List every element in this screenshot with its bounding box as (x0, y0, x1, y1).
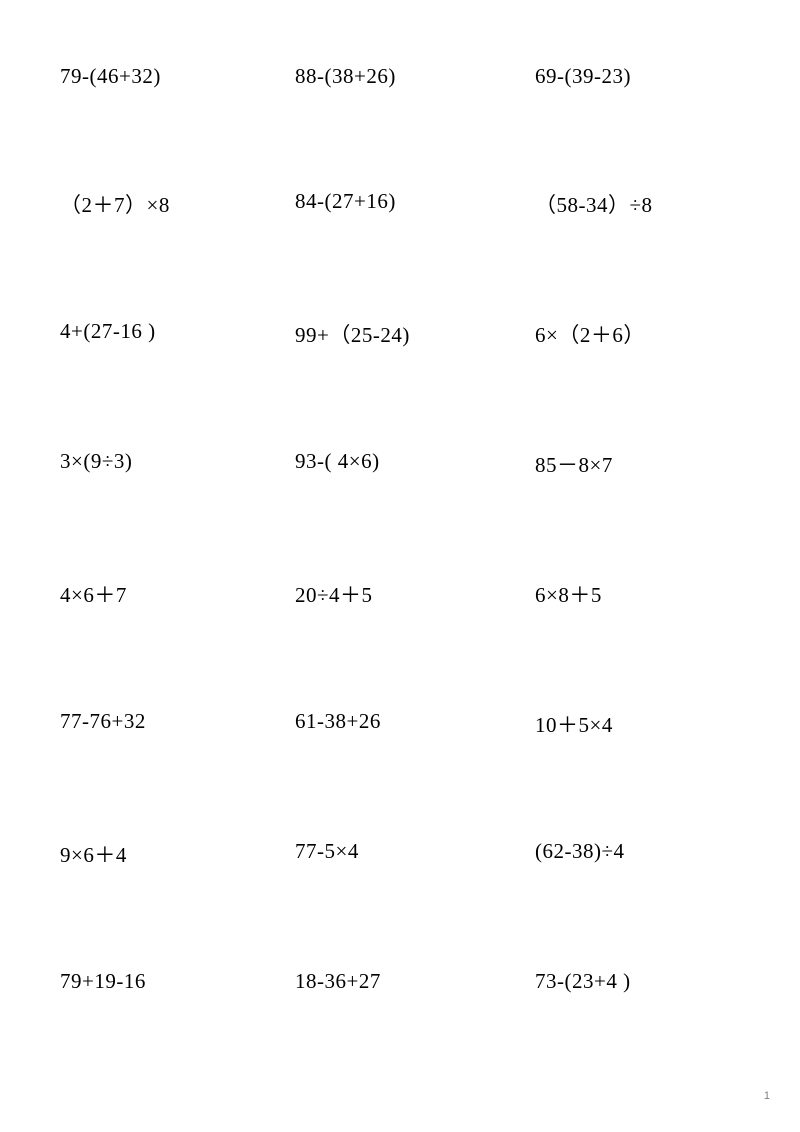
problem-cell: 3×(9÷3) (60, 449, 285, 479)
problem-cell: 93-( 4×6) (285, 449, 515, 479)
problem-cell: 61-38+26 (285, 709, 515, 739)
problem-cell: 99+（25-24) (285, 319, 515, 349)
problem-cell: 6×（2＋6） (515, 319, 745, 349)
problem-cell: 85－8×7 (515, 449, 745, 479)
problem-cell: 73-(23+4 ) (515, 969, 745, 994)
problem-cell: 77-5×4 (285, 839, 515, 869)
problem-cell: 79+19-16 (60, 969, 285, 994)
problem-cell: 84-(27+16) (285, 189, 515, 219)
worksheet-page: 79-(46+32) 88-(38+26) 69-(39-23) （2＋7）×8… (0, 0, 800, 1132)
problem-cell: （58-34）÷8 (515, 189, 745, 219)
problem-cell: 4×6＋7 (60, 579, 285, 609)
problem-cell: (62-38)÷4 (515, 839, 745, 869)
problem-cell: 77-76+32 (60, 709, 285, 739)
problem-cell: 10＋5×4 (515, 709, 745, 739)
problem-cell: 69-(39-23) (515, 64, 745, 89)
problem-cell: 6×8＋5 (515, 579, 745, 609)
problem-cell: （2＋7）×8 (60, 189, 285, 219)
problem-cell: 4+(27-16 ) (60, 319, 285, 349)
problem-grid: 79-(46+32) 88-(38+26) 69-(39-23) （2＋7）×8… (60, 64, 750, 994)
problem-cell: 20÷4＋5 (285, 579, 515, 609)
problem-cell: 79-(46+32) (60, 64, 285, 89)
problem-cell: 9×6＋4 (60, 839, 285, 869)
problem-cell: 18-36+27 (285, 969, 515, 994)
problem-cell: 88-(38+26) (285, 64, 515, 89)
page-number: 1 (764, 1090, 770, 1102)
